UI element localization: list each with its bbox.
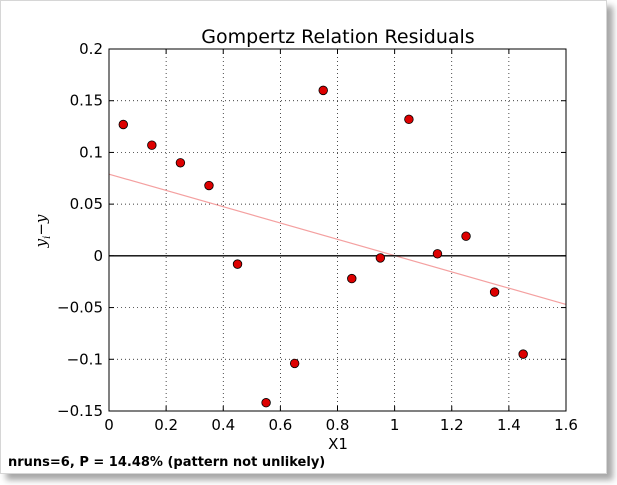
data-point bbox=[518, 349, 528, 359]
x-tick-label: 1.6 bbox=[554, 416, 578, 434]
data-points bbox=[118, 85, 528, 408]
trend-line bbox=[108, 173, 567, 306]
data-point bbox=[232, 259, 243, 269]
x-tick-label: 1.4 bbox=[497, 416, 521, 434]
x-tick-labels: 0 0.2 0.4 0.6 0.8 1 1.2 1.4 1.6 bbox=[104, 416, 578, 434]
y-tick-label: 0.05 bbox=[70, 195, 103, 213]
data-point bbox=[489, 287, 500, 297]
y-tick-label: 0.2 bbox=[79, 40, 103, 58]
grid-lines bbox=[109, 49, 566, 411]
data-point bbox=[289, 358, 300, 369]
y-tick-label: −0.05 bbox=[57, 299, 103, 317]
x-axis-label: X1 bbox=[328, 435, 348, 453]
data-point bbox=[175, 158, 186, 168]
x-tick-label: 0.8 bbox=[326, 416, 350, 434]
x-tick-label: 0.4 bbox=[211, 416, 235, 434]
chart-title: Gompertz Relation Residuals bbox=[201, 26, 474, 48]
figure-frame bbox=[0, 0, 607, 474]
data-point bbox=[404, 114, 414, 125]
x-tick-label: 0.2 bbox=[154, 416, 178, 434]
data-point bbox=[261, 398, 271, 408]
data-point bbox=[147, 140, 157, 150]
x-tick-label: 0.6 bbox=[268, 416, 292, 434]
y-tick-label: 0.1 bbox=[79, 143, 103, 161]
trend-line-layer bbox=[108, 173, 567, 306]
y-tick-label: −0.15 bbox=[57, 402, 103, 420]
data-point bbox=[432, 249, 443, 259]
runs-test-note: nruns=6, P = 14.48% (pattern not unlikel… bbox=[8, 455, 326, 470]
y-axis-label-tail: −y bbox=[32, 214, 50, 236]
y-tick-label: 0 bbox=[93, 247, 103, 265]
y-tick-label: −0.1 bbox=[67, 350, 103, 368]
y-axis-label: yi−y bbox=[32, 214, 53, 248]
y-tick-labels: −0.15 −0.1 −0.05 0 0.05 0.1 0.15 0.2 bbox=[57, 40, 103, 420]
data-point bbox=[204, 180, 214, 191]
y-tick-label: 0.15 bbox=[70, 92, 103, 110]
data-point bbox=[347, 273, 357, 284]
data-point bbox=[461, 231, 471, 241]
data-point bbox=[375, 253, 386, 263]
data-point bbox=[118, 119, 128, 130]
data-point bbox=[318, 85, 328, 96]
y-axis-label-main: y bbox=[32, 238, 50, 248]
x-tick-label: 1.2 bbox=[440, 416, 464, 434]
x-tick-label: 0 bbox=[104, 416, 114, 434]
y-axis-label-sub: i bbox=[42, 236, 53, 239]
x-tick-label: 1 bbox=[390, 416, 400, 434]
axis-ticks bbox=[108, 48, 567, 412]
